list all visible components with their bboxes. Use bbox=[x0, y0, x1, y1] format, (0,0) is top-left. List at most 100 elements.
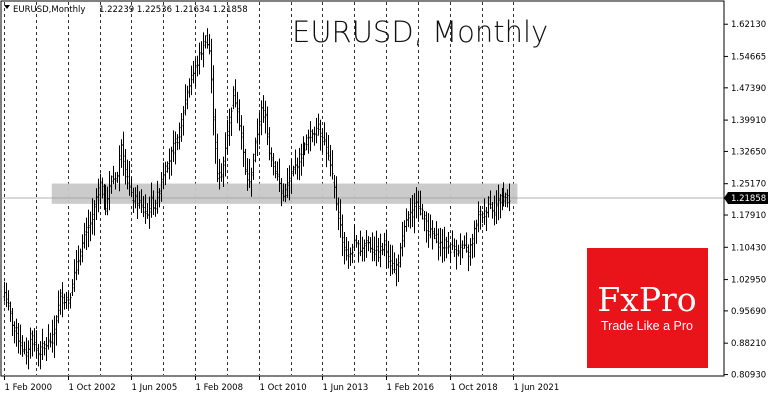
ohlc-bar bbox=[61, 282, 64, 318]
ohlc-bar bbox=[335, 176, 338, 211]
ohlc-bar bbox=[41, 328, 44, 360]
ohlc-bar bbox=[168, 148, 171, 180]
ohlc-bar bbox=[164, 161, 167, 186]
ohlc-bar bbox=[341, 214, 344, 257]
ohlc-bar bbox=[220, 163, 223, 182]
ohlc-bar bbox=[136, 185, 139, 220]
ohlc-bar bbox=[421, 203, 424, 220]
ohlc-bar bbox=[216, 133, 219, 183]
ohlc-bar bbox=[260, 100, 263, 136]
ohlc-bar bbox=[399, 242, 402, 268]
ohlc-bar bbox=[95, 188, 98, 221]
ohlc-bar bbox=[110, 175, 113, 194]
ohlc-bar bbox=[307, 129, 310, 154]
ohlc-bar bbox=[202, 32, 205, 68]
ohlc-bar bbox=[150, 182, 153, 218]
ohlc-bar bbox=[206, 28, 209, 49]
ohlc-bar bbox=[122, 131, 125, 176]
ohlc-bar bbox=[210, 38, 213, 94]
bars-layer bbox=[3, 28, 511, 370]
ohlc-bar bbox=[15, 318, 18, 347]
ohlc-bar bbox=[409, 198, 412, 229]
ohlc-bar bbox=[234, 79, 237, 108]
ohlc-bar bbox=[45, 337, 48, 362]
ohlc-bar bbox=[196, 55, 199, 77]
ohlc-bar bbox=[441, 229, 444, 263]
ohlc-bar bbox=[29, 327, 32, 359]
ohlc-bar bbox=[178, 122, 181, 150]
ohlc-bar bbox=[353, 224, 356, 252]
ohlc-bar bbox=[427, 213, 430, 248]
ohlc-bar bbox=[495, 190, 498, 224]
ohlc-bar bbox=[395, 258, 398, 287]
ohlc-bar bbox=[108, 170, 111, 211]
ohlc-bar bbox=[375, 230, 378, 267]
ohlc-bar bbox=[411, 194, 414, 227]
ohlc-bar bbox=[329, 144, 332, 177]
y-tick-label: 1.25170 bbox=[731, 180, 766, 190]
ohlc-bar bbox=[327, 134, 330, 161]
ohlc-bar bbox=[305, 134, 308, 151]
ohlc-bar bbox=[118, 145, 121, 192]
x-tick-label: 1 Jun 2021 bbox=[514, 383, 560, 393]
time-axis: 1 Feb 2000 1 Oct 2002 1 Jun 2005 1 Feb 2008… bbox=[4, 376, 560, 393]
ohlc-bar bbox=[479, 205, 482, 230]
x-tick-label: 1 Feb 2000 bbox=[5, 383, 53, 393]
ohlc-bar bbox=[485, 207, 488, 231]
ohlc-bar bbox=[431, 220, 434, 250]
ohlc-bar bbox=[3, 281, 6, 302]
ohlc-bar bbox=[453, 238, 456, 257]
current-price-tag: 1.21858 bbox=[724, 191, 768, 204]
ohlc-bar bbox=[455, 239, 458, 270]
x-tick-label: 1 Jun 2005 bbox=[132, 383, 178, 393]
ohlc-bar bbox=[397, 254, 400, 283]
ohlc-bar bbox=[91, 198, 94, 235]
ohlc-bar bbox=[280, 177, 283, 207]
ohlc-bar bbox=[502, 182, 505, 207]
ohlc-bar bbox=[154, 199, 157, 217]
ohlc-bar bbox=[288, 165, 291, 201]
current-price-label: 1.21858 bbox=[731, 194, 766, 204]
ohlc-bar bbox=[144, 194, 147, 224]
ohlc-bar bbox=[124, 149, 127, 185]
ohlc-bar bbox=[268, 127, 271, 161]
ohlc-bar bbox=[425, 211, 428, 243]
ohlc-bar bbox=[357, 239, 360, 263]
ohlc-bar bbox=[184, 84, 187, 116]
ohlc-bar bbox=[355, 234, 358, 248]
y-tick-label: 1.32650 bbox=[731, 147, 766, 157]
ohlc-bar bbox=[252, 153, 255, 180]
ohlc-bar bbox=[236, 91, 239, 124]
ohlc-bar bbox=[176, 134, 179, 151]
x-tick-label: 1 Feb 2008 bbox=[196, 383, 244, 393]
ohlc-bar bbox=[194, 58, 197, 88]
ohlc-bar bbox=[508, 183, 511, 212]
ohlc-bar bbox=[415, 187, 418, 219]
ohlc-bar bbox=[481, 211, 484, 224]
ohlc-bar bbox=[83, 222, 86, 249]
collapse-triangle-icon[interactable] bbox=[4, 5, 10, 9]
ohlc-bar bbox=[43, 340, 46, 356]
ohlc-bar bbox=[321, 128, 324, 153]
ohlc-bar bbox=[59, 289, 62, 315]
y-tick-label: 1.62130 bbox=[731, 20, 766, 30]
ohlc-bar bbox=[294, 149, 297, 175]
ohlc-bar bbox=[475, 219, 478, 244]
ohlc-bar bbox=[487, 196, 490, 218]
y-tick-label: 1.02950 bbox=[731, 276, 766, 286]
y-tick-label: 0.80930 bbox=[731, 371, 766, 381]
ohlc-bar bbox=[391, 245, 394, 275]
ohlc-bar bbox=[417, 190, 420, 222]
logo-wordmark: FxPro bbox=[597, 280, 696, 319]
ohlc-bar bbox=[104, 184, 107, 216]
ohlc-bar bbox=[212, 65, 215, 136]
ohlc-bar bbox=[101, 177, 104, 199]
ohlc-bar bbox=[63, 293, 66, 310]
ohlc-bar bbox=[504, 192, 507, 207]
ohlc-bar bbox=[120, 139, 123, 168]
ohlc-bar bbox=[192, 60, 195, 84]
ohlc-bar bbox=[5, 282, 8, 308]
ohlc-bar bbox=[369, 237, 372, 253]
